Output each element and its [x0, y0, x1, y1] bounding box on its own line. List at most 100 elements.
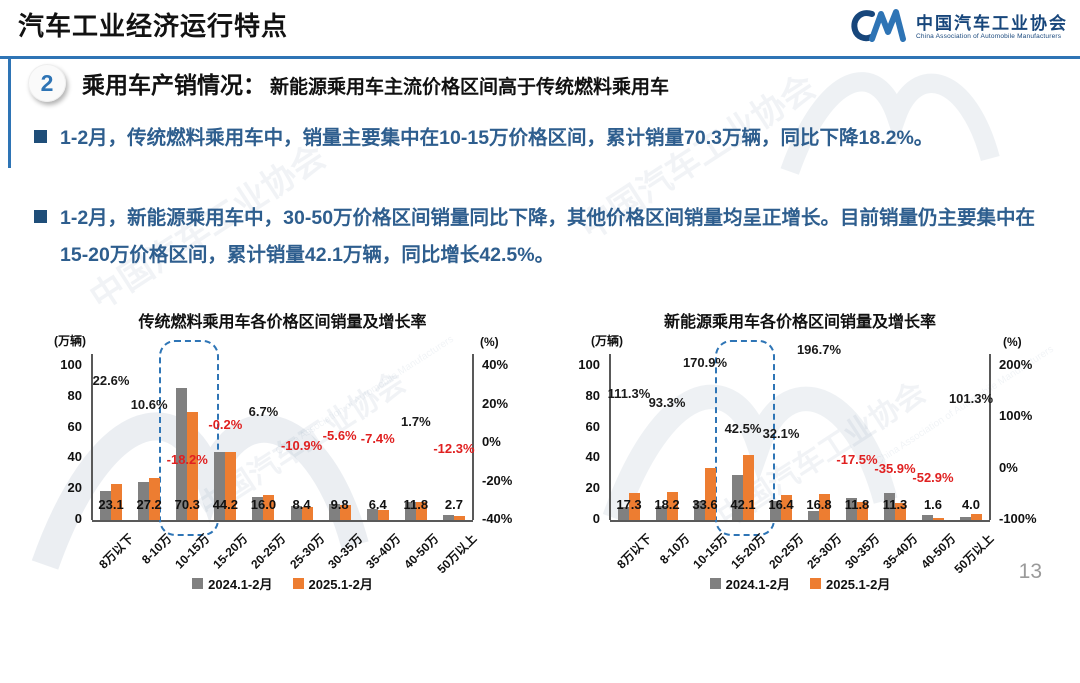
bar-value-label: 9.8 [330, 497, 349, 512]
legend-label: 2025.1-2月 [826, 577, 891, 592]
left-axis-tick: 40 [67, 449, 82, 465]
bar-2024.1-2月 [328, 503, 340, 520]
bar-value-label: 44.2 [212, 497, 238, 512]
bullet-square-icon [34, 130, 47, 143]
right-axis-unit-label: (%) [480, 335, 499, 349]
left-axis-tick: 100 [60, 357, 82, 372]
bar-2024.1-2月 [770, 500, 781, 520]
legend-label: 2025.1-2月 [308, 577, 373, 592]
legend-label: 2024.1-2月 [725, 577, 790, 592]
bar-2024.1-2月 [252, 496, 264, 520]
left-axis-unit-label: (万辆) [591, 334, 623, 348]
left-axis-tick: 60 [67, 418, 82, 434]
bar-value-label: 16.4 [768, 497, 794, 512]
bar-2024.1-2月 [732, 474, 743, 520]
bar-2025.1-2月 [339, 504, 351, 520]
chart-legend: 2024.1-2月 2025.1-2月 [92, 574, 473, 593]
header-divider [0, 56, 1080, 59]
bar-value-label: 8.4 [292, 497, 311, 512]
legend-label: 2024.1-2月 [208, 577, 273, 592]
bar-2025.1-2月 [629, 493, 640, 520]
bar-2024.1-2月 [884, 492, 895, 520]
chart-title: 新能源乘用车各价格区间销量及增长率 [663, 314, 936, 331]
bar-2024.1-2月 [404, 502, 416, 520]
bar-2025.1-2月 [667, 491, 678, 520]
bar-2025.1-2月 [301, 507, 313, 520]
growth-rate-label: 42.5% [724, 420, 762, 436]
right-axis-tick: 100% [999, 408, 1033, 424]
bullet-item: 1-2月，新能源乘用车中，30-50万价格区间销量同比下降，其他价格区间销量均呈… [34, 200, 1058, 274]
right-axis-unit-label: (%) [1003, 335, 1022, 349]
bar-value-label: 70.3 [174, 497, 200, 512]
bullet-text: 1-2月，新能源乘用车中，30-50万价格区间销量同比下降，其他价格区间销量均呈… [60, 207, 1036, 266]
left-axis-tick: 60 [585, 418, 600, 434]
bar-2025.1-2月 [933, 517, 944, 520]
legend-swatch-icon [709, 578, 721, 589]
bar-value-label: 4.0 [961, 497, 981, 512]
left-axis-tick: 100 [578, 357, 600, 372]
growth-rate-label: 93.3% [648, 394, 686, 410]
legend-swatch-icon [192, 578, 204, 589]
left-axis-line [91, 354, 93, 520]
bar-2024.1-2月 [618, 507, 629, 520]
bar-2025.1-2月 [453, 515, 465, 520]
x-axis-line [610, 520, 990, 522]
growth-rate-label: -52.9% [912, 469, 954, 485]
bar-value-label: 17.3 [616, 497, 642, 512]
bar-2024.1-2月 [442, 515, 454, 520]
growth-rate-label: 111.3% [607, 385, 651, 401]
bar-2025.1-2月 [187, 411, 199, 520]
left-axis-tick: 0 [592, 511, 600, 526]
bar-2025.1-2月 [149, 478, 161, 520]
legend-swatch-icon [292, 578, 304, 589]
bar-2025.1-2月 [225, 451, 237, 520]
section-subtitle: 新能源乘用车主流价格区间高于传统燃料乘用车 [270, 77, 670, 98]
right-axis-tick: 200% [999, 357, 1033, 372]
bar-2024.1-2月 [922, 514, 933, 520]
bar-2025.1-2月 [377, 510, 389, 520]
highlight-dashed-box [159, 340, 220, 536]
bullet-text: 1-2月，传统燃料乘用车中，销量主要集中在10-15万价格区间，累计销量70.3… [60, 127, 934, 149]
right-axis-tick: 20% [482, 395, 509, 411]
bar-2024.1-2月 [138, 482, 150, 520]
bar-2025.1-2月 [971, 513, 982, 520]
right-axis-tick: -100% [999, 511, 1037, 526]
bar-2025.1-2月 [415, 501, 427, 520]
growth-rate-label: -5.6% [322, 427, 357, 443]
bar-2024.1-2月 [808, 511, 819, 520]
growth-rate-label: -0.2% [208, 417, 243, 433]
page-number: 13 [1018, 560, 1042, 583]
left-axis-tick: 80 [67, 387, 82, 403]
legend-item: 2024.1-2月 [192, 574, 273, 593]
chart-new-energy: 新能源乘用车各价格区间销量及增长率 (万辆) (%) 2024.1-2月 2025… [545, 302, 1077, 604]
left-axis-tick: 20 [585, 480, 600, 496]
bar-2024.1-2月 [366, 509, 378, 520]
bar-2024.1-2月 [694, 500, 705, 520]
left-axis-tick: 0 [74, 511, 82, 526]
left-axis-unit-label: (万辆) [54, 334, 86, 348]
growth-rate-label: 10.6% [130, 396, 168, 412]
bar-value-label: 18.2 [654, 497, 680, 512]
right-axis-line [989, 354, 991, 520]
left-accent-bar [8, 56, 11, 168]
growth-rate-label: -17.5% [836, 451, 878, 467]
bar-2025.1-2月 [263, 495, 275, 520]
right-axis-tick: -20% [482, 472, 513, 488]
section-title: 乘用车产销情况： [82, 72, 266, 98]
bar-value-label: 11.3 [882, 497, 908, 512]
growth-rate-label: 196.7% [796, 341, 842, 357]
right-axis-tick: 0% [482, 434, 501, 449]
logo-org-name: 中国汽车工业协会 [916, 13, 1068, 33]
bar-value-label: 16.0 [250, 497, 277, 512]
bar-value-label: 27.2 [136, 497, 162, 512]
bar-value-label: 33.6 [692, 497, 718, 512]
section-heading: 2 乘用车产销情况： 新能源乘用车主流价格区间高于传统燃料乘用车 [28, 64, 669, 102]
left-axis-line [609, 354, 611, 520]
legend-swatch-icon [810, 578, 821, 589]
bar-2025.1-2月 [743, 455, 754, 520]
chart-traditional-fuel: 传统燃料乘用车各价格区间销量及增长率 (万辆) (%) 2024.1-2月 202… [18, 302, 530, 604]
growth-rate-label: -18.2% [166, 452, 208, 468]
cam-logo-icon [850, 6, 908, 49]
growth-rate-label: 170.9% [682, 354, 728, 370]
bar-2024.1-2月 [960, 516, 971, 520]
